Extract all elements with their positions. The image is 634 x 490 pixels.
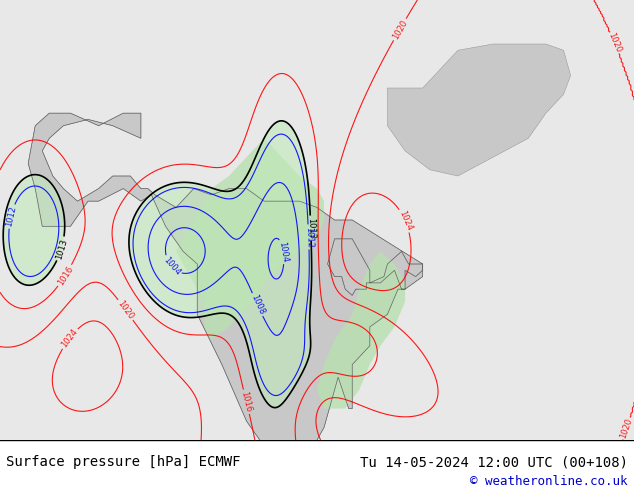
Text: Tu 14-05-2024 12:00 UTC (00+108): Tu 14-05-2024 12:00 UTC (00+108) (359, 455, 628, 469)
Polygon shape (28, 113, 423, 490)
Text: 1016: 1016 (240, 391, 253, 413)
Text: 1020: 1020 (607, 31, 623, 54)
Text: © weatheronline.co.uk: © weatheronline.co.uk (470, 474, 628, 488)
Text: 1004: 1004 (161, 255, 182, 277)
Text: 1016: 1016 (56, 264, 75, 287)
Text: 1020: 1020 (116, 299, 135, 321)
Text: 1024: 1024 (60, 327, 79, 349)
Text: 1008: 1008 (249, 293, 266, 316)
Text: 1012: 1012 (304, 226, 314, 247)
Text: 1013: 1013 (54, 237, 68, 260)
Text: 1024: 1024 (397, 209, 413, 232)
Text: 1004: 1004 (277, 241, 290, 263)
Polygon shape (387, 44, 571, 176)
Text: 1013: 1013 (306, 218, 316, 239)
Polygon shape (176, 138, 324, 340)
FancyBboxPatch shape (0, 0, 634, 440)
Text: 1020: 1020 (391, 18, 409, 41)
Text: 1012: 1012 (4, 205, 18, 227)
Polygon shape (317, 251, 405, 409)
Text: Surface pressure [hPa] ECMWF: Surface pressure [hPa] ECMWF (6, 455, 241, 469)
Text: 1020: 1020 (618, 417, 634, 440)
